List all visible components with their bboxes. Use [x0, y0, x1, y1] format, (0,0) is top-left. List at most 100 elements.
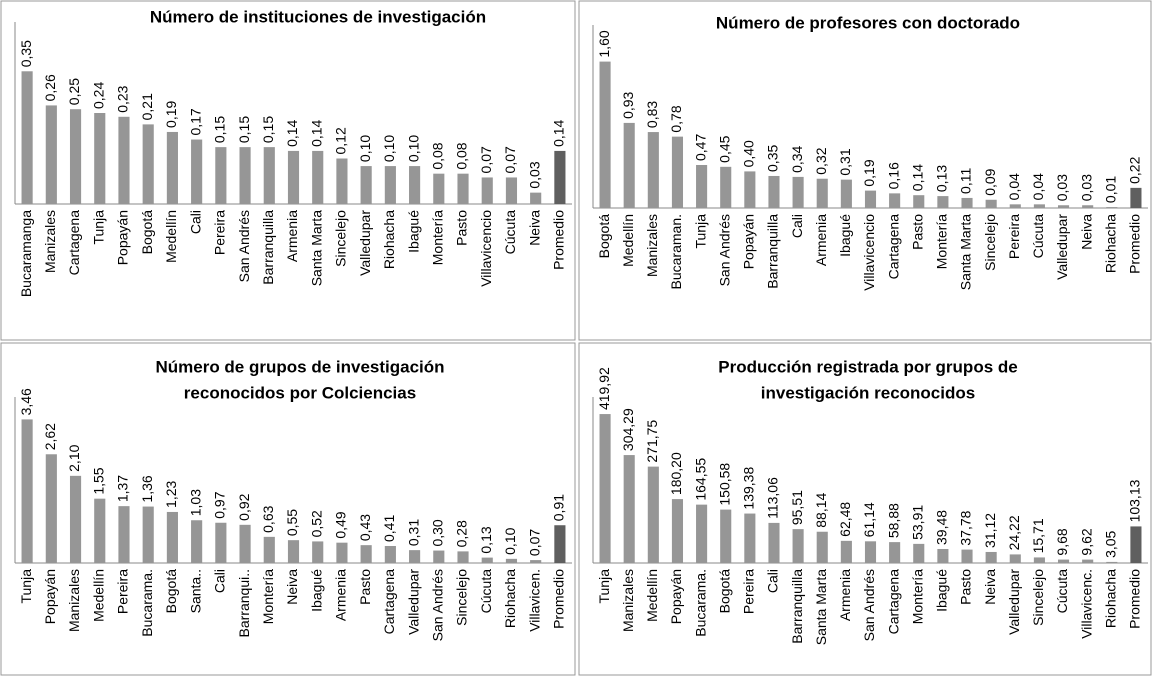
- data-label: 271,75: [644, 420, 660, 463]
- x-tick-label: Villavicencio: [861, 214, 877, 291]
- x-tick-label: Barranquilla: [789, 569, 805, 644]
- x-tick-label: Popayán: [42, 569, 58, 624]
- bar: [409, 166, 421, 204]
- bar: [530, 560, 542, 563]
- x-tick-label: Valledupar: [1006, 569, 1022, 635]
- data-label: 0,25: [66, 78, 82, 105]
- x-tick-label: Cartagena: [885, 214, 901, 280]
- data-label: 0,97: [212, 491, 228, 518]
- x-tick-label: Ibagué: [308, 569, 324, 612]
- chart-title: Número de profesores con doctorado: [716, 13, 1020, 32]
- data-label: 0,43: [357, 514, 373, 541]
- x-tick-label: Pereira: [741, 569, 757, 614]
- x-tick-label: Pasto: [909, 214, 925, 250]
- x-tick-label: Medellín: [90, 569, 106, 622]
- data-label: 31,12: [982, 513, 998, 548]
- bar: [433, 173, 445, 204]
- chart-title: Número de instituciones de investigación: [150, 7, 486, 26]
- data-label: 2,10: [66, 444, 82, 471]
- x-tick-label: Villavicenc.: [1078, 569, 1094, 639]
- x-tick-label: Montería: [909, 569, 925, 624]
- data-label: 1,23: [163, 480, 179, 507]
- bar: [69, 109, 82, 204]
- x-tick-label: Ibagué: [405, 210, 421, 253]
- data-label: 0,35: [765, 145, 781, 172]
- x-tick-label: Pasto: [357, 569, 373, 605]
- data-label: 0,47: [692, 134, 708, 161]
- x-tick-label: Barranquilla: [765, 214, 781, 289]
- bar: [744, 513, 756, 563]
- bar: [937, 548, 949, 563]
- data-label: 0,92: [236, 493, 252, 520]
- bar: [696, 164, 708, 208]
- data-label: 0,12: [333, 127, 349, 154]
- data-label: 0,03: [526, 161, 542, 188]
- bar: [599, 61, 611, 208]
- bar: [166, 131, 178, 204]
- x-tick-label: Popayán: [668, 569, 684, 624]
- bar: [623, 455, 635, 563]
- data-label: 2,62: [42, 423, 58, 450]
- x-tick-label: Neiva: [982, 569, 998, 605]
- bar: [816, 178, 828, 208]
- bar: [142, 124, 154, 204]
- data-label: 0,14: [284, 119, 300, 146]
- data-label: 0,15: [260, 116, 276, 143]
- bar: [554, 150, 566, 204]
- x-tick-label: Armenia: [284, 210, 300, 262]
- x-tick-label: Pasto: [958, 569, 974, 605]
- x-tick-label: Sincelejo: [333, 210, 349, 267]
- x-tick-label: Sincelejo: [982, 214, 998, 271]
- x-tick-label: Manizales: [66, 569, 82, 632]
- data-label: 0,07: [502, 146, 518, 173]
- x-tick-label: Sincelejo: [1030, 569, 1046, 626]
- x-tick-label: Bucaramanga: [18, 210, 34, 297]
- x-tick-label: Neiva: [526, 210, 542, 246]
- x-tick-label: Bogotá: [596, 214, 612, 259]
- bar: [1033, 557, 1045, 563]
- data-label: 0,10: [357, 135, 373, 162]
- data-label: 0,40: [741, 140, 757, 167]
- data-label: 3,46: [18, 388, 34, 415]
- data-label: 180,20: [668, 452, 684, 495]
- x-tick-label: Pereira: [115, 569, 131, 614]
- data-label: 0,45: [716, 135, 732, 162]
- data-label: 0,41: [381, 515, 397, 542]
- bar: [505, 558, 518, 563]
- bar: [239, 524, 251, 563]
- bar: [409, 550, 421, 563]
- x-tick-label: Bogotá: [139, 210, 155, 255]
- bar: [696, 504, 708, 563]
- x-tick-label: Villavicen.: [526, 569, 542, 632]
- bar: [263, 536, 275, 563]
- bar: [889, 542, 901, 563]
- bar: [1082, 559, 1094, 563]
- bar: [985, 199, 997, 208]
- bar: [21, 419, 33, 563]
- x-tick-label: Sincelejo: [454, 569, 470, 626]
- data-label: 0,15: [236, 116, 252, 143]
- data-label: 0,34: [789, 145, 805, 172]
- x-tick-label: Barranqui..: [236, 569, 252, 637]
- data-label: 0,63: [260, 505, 276, 532]
- x-tick-label: Promedio: [551, 569, 567, 629]
- data-label: 0,91: [551, 494, 567, 521]
- x-tick-label: Cartagena: [885, 569, 901, 635]
- bar: [191, 520, 203, 563]
- data-label: 0,14: [551, 119, 567, 146]
- x-tick-label: Cúcuta: [1030, 214, 1046, 259]
- bar: [671, 499, 684, 563]
- data-label: 0,10: [381, 135, 397, 162]
- bar: [1057, 559, 1070, 563]
- bar: [1130, 526, 1142, 563]
- data-label: 0,19: [163, 100, 179, 127]
- x-tick-label: Barranquilla: [260, 210, 276, 285]
- bar: [142, 506, 154, 563]
- bar: [864, 190, 877, 208]
- bar: [118, 116, 130, 204]
- x-tick-label: Bogotá: [163, 569, 179, 614]
- bar: [961, 549, 973, 563]
- bar: [554, 525, 566, 563]
- bar: [720, 509, 732, 563]
